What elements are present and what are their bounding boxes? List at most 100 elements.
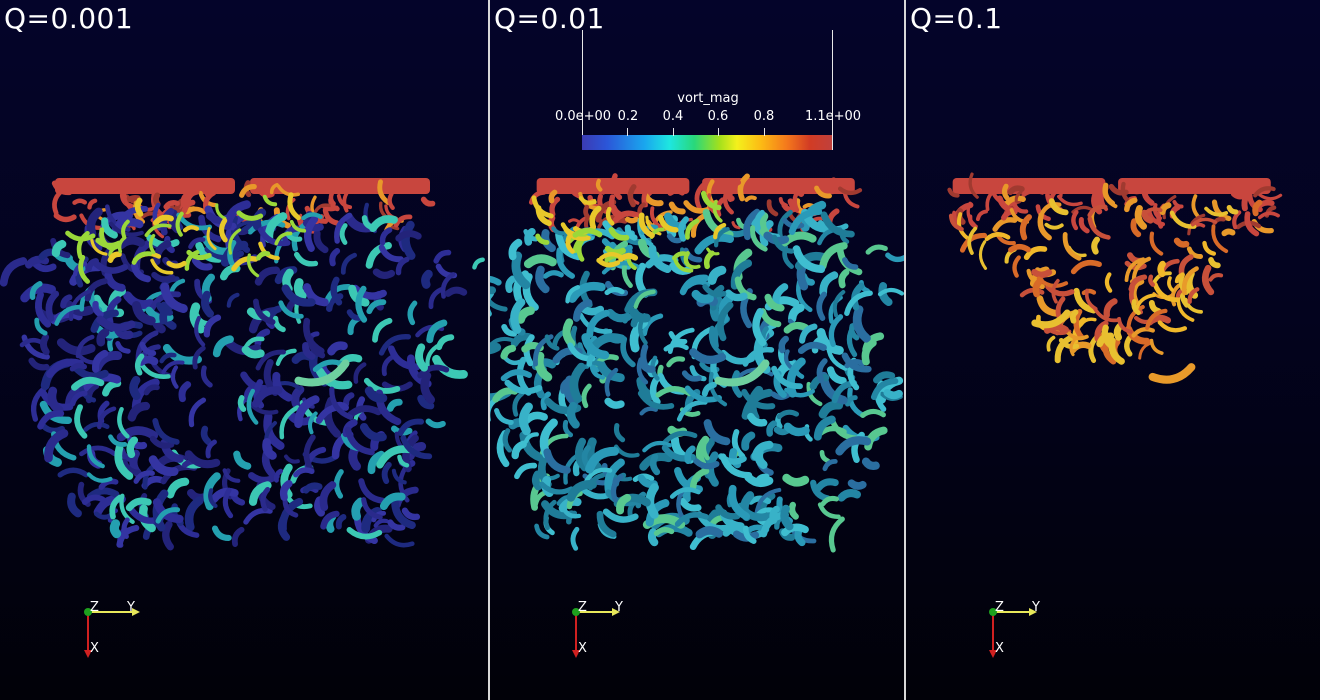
vortex-tube [1244,211,1260,237]
vortex-tube [535,233,550,245]
vortex-tube [534,351,553,382]
vortex-tube [163,200,180,210]
vortex-tube [1141,183,1155,206]
vortex-tube [160,282,188,314]
vortex-tube [642,192,664,207]
vortex-tube [838,268,850,289]
vortex-tube [47,386,64,415]
vortex-tube [846,321,858,358]
legend-tick-label: 0.6 [707,109,729,124]
vortex-tube [70,390,88,407]
vortex-tube [1149,338,1164,355]
vortex-tube [379,227,393,246]
vortex-tube [845,395,858,407]
vortex-tube [387,519,406,531]
vortex-tube [145,306,174,322]
vortex-tube [239,183,257,198]
vortex-tube [837,489,861,502]
vortex-tube [86,472,113,483]
vortex-tube [1131,327,1155,338]
vortex-tube [1087,204,1108,218]
vortex-tube [706,179,716,207]
vortex-tube [992,217,1018,232]
vortex-tube [329,386,354,420]
vortex-tube [683,251,690,267]
vortex-tube [604,287,625,296]
vortex-tube [492,387,519,403]
vortex-tube [510,332,533,348]
vortex-tube [315,403,349,424]
vortex-tube [134,197,144,217]
vortex-tube [393,214,413,228]
vortex-tube [540,391,552,411]
vortex-tube [783,422,810,437]
vortex-tube [367,450,386,475]
vortex-tube [877,287,904,297]
vortex-tube [78,254,90,284]
vortex-tube [46,358,84,378]
vortex-tube [253,298,276,325]
viewport-divider[interactable] [904,0,906,700]
vortex-tube [586,309,610,338]
vortex-tube [231,256,259,272]
vortex-tube [511,440,527,460]
vortex-tube [744,195,757,202]
vortex-tube [1102,340,1117,365]
legend-tick [764,128,765,136]
vortex-tube [60,294,73,309]
vortex-tube [1131,256,1152,284]
vortex-tube [717,301,734,342]
render-viewport-2[interactable]: Q=0.01 vort_mag 0.0e+00 0.2 0.4 0.6 0.8 … [490,0,904,700]
vortex-tube [361,497,383,520]
vortex-tube [548,189,558,204]
vortex-tube [841,352,872,373]
vortex-tube [598,252,623,261]
vortex-tube [131,301,156,326]
vortex-tube [985,187,999,212]
vortex-tube [1186,246,1204,259]
vortex-tube [314,496,325,517]
vortex-tube [81,494,106,505]
vortex-tube [1071,210,1079,231]
render-viewport-3[interactable]: Q=0.1 Z Y X [906,0,1320,700]
vortex-tube [523,432,539,444]
vortex-tube [1023,245,1048,261]
vortex-tube [182,225,200,233]
vortex-tube [1037,212,1052,241]
vortex-tube [1069,338,1076,357]
vortex-tube [155,507,181,524]
vortex-tube [401,507,421,521]
vortex-tube [852,305,871,343]
top-band [250,178,430,194]
x-axis-label: X [995,641,1004,656]
vortex-tube [53,213,77,223]
vortex-tube [192,345,206,370]
vortex-tube [865,244,888,255]
vortex-tube [200,425,212,445]
vortex-tube [647,528,659,547]
vortex-tube [351,497,365,521]
vortex-tube [162,520,174,551]
vortex-tube [535,265,550,294]
vortex-tube [278,300,304,319]
vortex-tube [512,391,525,417]
render-viewport-1[interactable]: Q=0.001 Z Y X [0,0,488,700]
color-legend[interactable]: vort_mag 0.0e+00 0.2 0.4 0.6 0.8 1.1e+00 [555,30,861,152]
vortex-tube [1066,331,1089,341]
vortex-tube [783,321,809,334]
vortex-tube [657,214,679,233]
vortex-tube [661,430,698,446]
vortex-tube [159,302,174,325]
vortex-tube [121,219,130,240]
vortex-tube [262,438,277,460]
vortex-tube [54,304,84,326]
vortex-tube [555,231,582,261]
vortex-tube [1126,186,1144,195]
viewport-divider[interactable] [488,0,490,700]
vortex-tube [543,499,557,531]
vortex-tube [415,343,428,372]
vortex-tube [294,359,350,387]
vortex-tube [125,497,152,512]
vortex-tube [1091,236,1100,255]
vortex-tube [384,533,415,548]
